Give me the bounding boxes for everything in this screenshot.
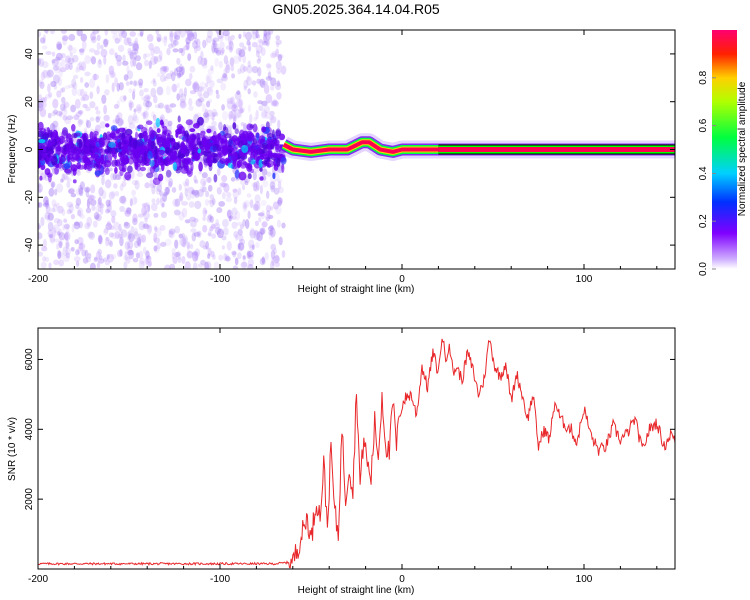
spectrogram-ytick-label: 20 <box>24 96 35 108</box>
carrier-band-core <box>438 147 675 152</box>
colorbar-axes: 0.0 0.2 0.4 0.6 0.8 <box>698 70 716 276</box>
snr-xlabel: Height of straight line (km) <box>298 585 415 596</box>
snr-panel: -200 -100 0 100 2000 4000 6000 Height of strai… <box>7 327 676 596</box>
colorbar-tick-label: 0.8 <box>698 70 709 84</box>
spectrogram-xlabel: Height of straight line (km) <box>298 284 415 295</box>
colorbar-tick-label: 0.6 <box>698 118 709 132</box>
spectrogram-ytick-label: 0 <box>24 146 35 152</box>
snr-axes: -200 -100 0 100 2000 4000 6000 <box>24 328 675 585</box>
snr-xtick-label: 0 <box>399 574 405 585</box>
spectrogram-xtick-label: -100 <box>210 274 230 285</box>
snr-ylabel: SNR (10 * v/v) <box>7 417 18 481</box>
spectrogram-xtick-label: 100 <box>576 274 593 285</box>
colorbar: 0.0 0.2 0.4 0.6 0.8 Normalized spectral ampl… <box>698 30 748 276</box>
spectrogram-noise-cloud <box>38 30 287 269</box>
colorbar-label: Normalized spectral amplitude <box>737 81 748 216</box>
snr-xtick-label: -200 <box>28 574 48 585</box>
snr-frame <box>37 327 676 570</box>
colorbar-gradient <box>712 30 737 269</box>
spectrogram-xtick-label: -200 <box>28 274 48 285</box>
snr-ytick-label: 4000 <box>24 418 35 441</box>
colorbar-tick-label: 0.2 <box>698 214 709 228</box>
spectrogram-plot-area <box>38 30 675 269</box>
spectrogram-xtick-label: 0 <box>399 274 405 285</box>
carrier-track <box>279 133 675 161</box>
snr-ytick-label: 2000 <box>24 488 35 511</box>
snr-ytick-label: 6000 <box>24 348 35 371</box>
snr-plot-area <box>38 338 675 569</box>
spectrogram-ytick-label: 40 <box>24 48 35 60</box>
spectrogram-ytick-label: -20 <box>24 190 35 205</box>
snr-series-line <box>38 338 675 569</box>
snr-xtick-label: 100 <box>576 574 593 585</box>
figure-title: GN05.2025.364.14.04.R05 <box>272 1 440 17</box>
spectrogram-ylabel: Frequency (Hz) <box>7 115 18 184</box>
carrier-track-layer-4 <box>282 140 675 154</box>
spectrogram-ytick-label: -40 <box>24 237 35 252</box>
snr-xtick-label: -100 <box>210 574 230 585</box>
colorbar-tick-label: 0.4 <box>698 166 709 180</box>
colorbar-tick-label: 0.0 <box>698 262 709 276</box>
